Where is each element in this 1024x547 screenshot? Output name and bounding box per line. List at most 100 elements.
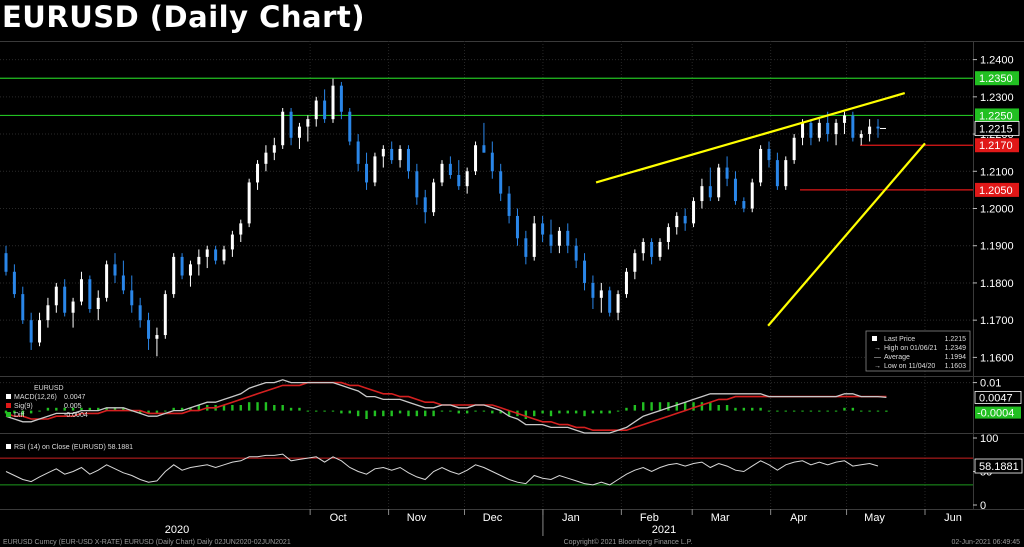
macd-histogram-bar xyxy=(365,410,368,419)
macd-histogram-bar xyxy=(608,410,611,414)
candle-body xyxy=(348,111,352,142)
macd-histogram-bar xyxy=(625,407,628,411)
candle-body xyxy=(750,182,754,209)
candle-body xyxy=(482,145,486,153)
time-axis: Oct Nov Dec Jan Feb Mar Apr May Jun 2020 2021 xyxy=(165,509,962,536)
candle-body xyxy=(147,320,151,339)
macd-histogram-bar xyxy=(155,410,159,414)
macd-histogram-bar xyxy=(541,410,544,414)
macd-histogram-bar xyxy=(734,407,737,411)
stats-bullet-icon xyxy=(872,336,877,341)
macd-histogram-bar xyxy=(683,402,687,411)
month-label: Jun xyxy=(944,512,962,524)
candle-body xyxy=(4,253,8,272)
diff-swatch-icon xyxy=(6,412,11,417)
macd-histogram-bar xyxy=(122,407,125,411)
candle-body xyxy=(432,182,436,213)
macd-swatch-icon xyxy=(6,394,11,399)
candle-body xyxy=(633,253,637,272)
candle-body xyxy=(172,256,176,295)
macd-histogram-bar xyxy=(751,407,754,411)
macd-histogram-bar xyxy=(222,405,226,411)
macd-histogram-bar xyxy=(482,410,486,412)
candle-body xyxy=(21,294,25,321)
rsi-line xyxy=(5,453,879,486)
stats-label: Average xyxy=(884,354,910,361)
candle-body xyxy=(230,234,234,250)
last-price-badge xyxy=(974,121,1020,136)
month-label: Apr xyxy=(790,512,807,524)
stats-label: Low on 11/04/20 xyxy=(884,363,935,370)
macd-histogram-bar xyxy=(71,407,75,411)
macd-histogram-bar xyxy=(323,410,326,412)
macd-legend: EURUSD MACD(12,26) 0.0047 Sig(9) 0.005 D… xyxy=(6,385,88,419)
macd-histogram-bar xyxy=(440,410,444,412)
rsi-last-label: 58.1881 xyxy=(979,461,1019,473)
price-tick-label: 1.2300 xyxy=(980,92,1014,104)
macd-histogram-bar xyxy=(273,405,276,411)
candle-body xyxy=(54,286,58,306)
price-tick-label: 1.2100 xyxy=(980,166,1014,178)
candle-body xyxy=(583,260,587,283)
candle-body xyxy=(859,134,863,138)
candle-body xyxy=(96,297,100,309)
macd-histogram-bar xyxy=(231,405,234,411)
candle-body xyxy=(38,320,42,343)
macd-histogram-bar xyxy=(88,407,92,411)
level-badge xyxy=(975,182,1019,197)
macd-histogram-bar xyxy=(331,410,335,412)
macd-histogram-bar xyxy=(759,407,762,411)
candle-body xyxy=(733,178,737,202)
macd-histogram-bar xyxy=(876,410,880,412)
macd-histogram-bar xyxy=(29,410,33,414)
macd-last-badge xyxy=(974,391,1022,404)
macd-histogram-bar xyxy=(725,405,729,411)
candle-body xyxy=(314,100,318,120)
rsi-swatch-icon xyxy=(6,444,11,449)
candle-body xyxy=(205,249,209,257)
rsi-tick-label: 0 xyxy=(980,500,986,512)
candle-body xyxy=(465,171,469,187)
candle-body xyxy=(666,227,670,242)
candle-body xyxy=(474,145,478,172)
candle-body xyxy=(801,122,805,138)
diff-last-badge xyxy=(975,406,1021,419)
macd-histogram-bar xyxy=(356,410,360,417)
candle-body xyxy=(105,264,109,298)
macd-histogram-bar xyxy=(801,410,804,412)
macd-histogram-bar xyxy=(465,410,469,414)
candle-body xyxy=(180,256,184,276)
macd-histogram-bar xyxy=(373,410,377,417)
candle-body xyxy=(71,301,75,313)
average-dash-icon: — xyxy=(874,354,881,361)
footer: EURUSD Curncy (EUR-USD X-RATE) EURUSD (D… xyxy=(3,538,1020,546)
macd-histogram-bar xyxy=(583,410,586,417)
macd-histogram-bar xyxy=(306,410,310,412)
macd-histogram-bar xyxy=(742,407,746,411)
candle-body xyxy=(163,294,167,336)
macd-histogram-bar xyxy=(340,410,343,414)
candle-body xyxy=(876,126,880,129)
signal-legend-value: 0.005 xyxy=(64,403,82,410)
candle-body xyxy=(272,145,276,153)
candle-body xyxy=(297,126,301,138)
candle-body xyxy=(29,320,33,343)
candle-body xyxy=(725,167,729,179)
candle-body xyxy=(524,238,528,257)
level-badge xyxy=(975,138,1019,153)
macd-histogram-bar xyxy=(851,407,855,411)
candle-body xyxy=(817,122,821,138)
macd-histogram-bar xyxy=(457,410,460,414)
rsi-tick-label: 100 xyxy=(980,433,998,445)
macd-histogram-bar xyxy=(180,407,184,411)
macd-histogram-bar xyxy=(558,410,561,414)
macd-histogram-bar xyxy=(449,410,452,412)
diff-legend-label: Diff xyxy=(14,412,24,419)
candle-body xyxy=(398,148,402,161)
macd-histogram-bar xyxy=(533,410,536,417)
macd-histogram-bar xyxy=(642,402,645,411)
price-tick-label: 1.1700 xyxy=(980,315,1014,327)
macd-histogram-bar xyxy=(138,410,142,414)
candle-body xyxy=(842,115,846,123)
candle-body xyxy=(742,201,746,209)
